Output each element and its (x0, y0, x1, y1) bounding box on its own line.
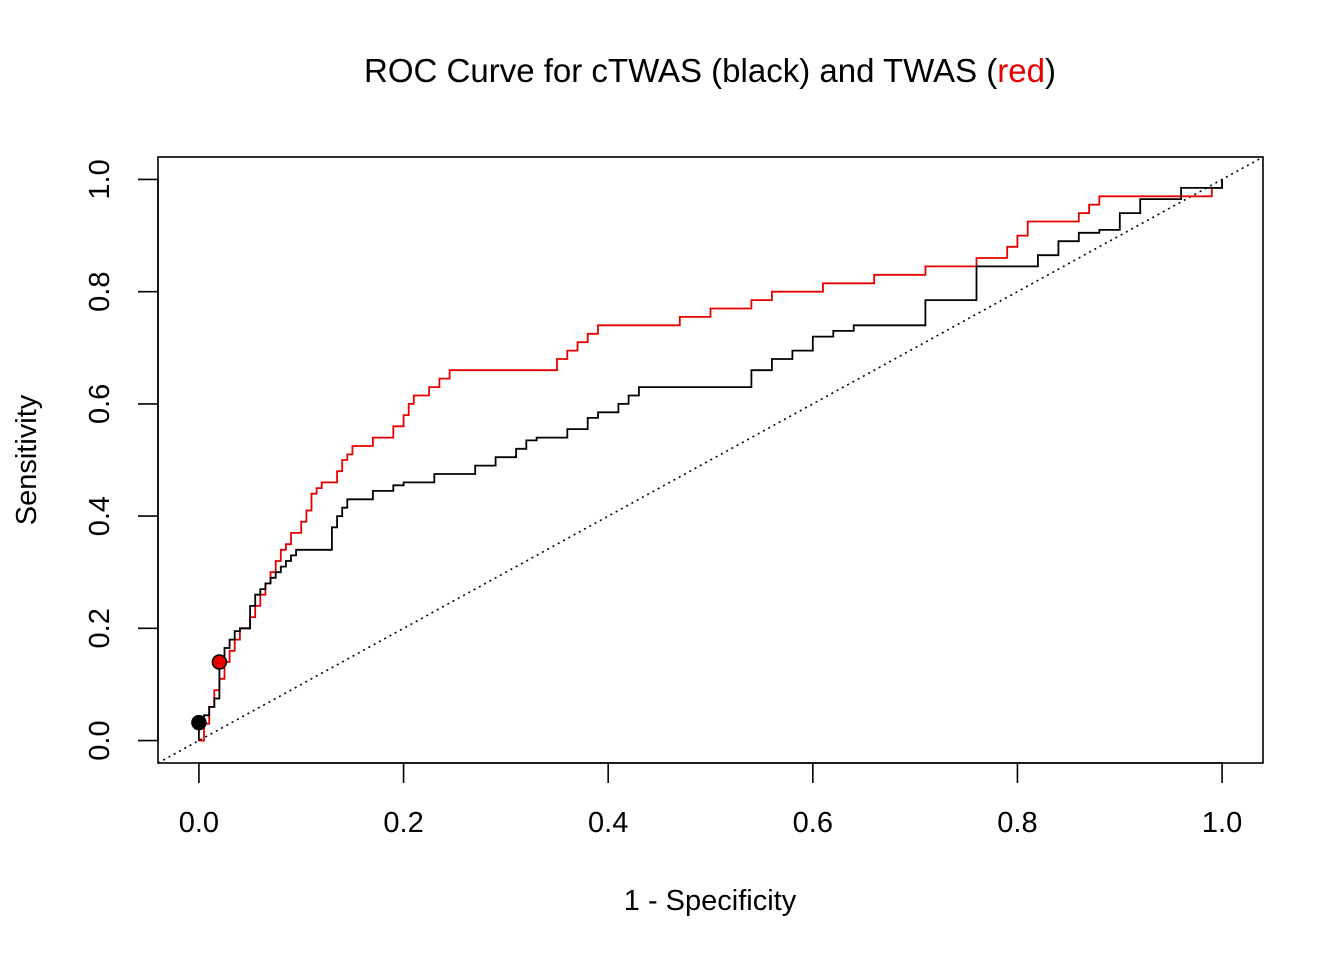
x-tick-label: 0.2 (383, 807, 423, 839)
y-tick-label: 1.0 (84, 159, 116, 199)
y-axis-label: Sensitivity (11, 394, 43, 525)
reference-diagonal (157, 156, 1264, 764)
y-tick-label: 0.2 (84, 608, 116, 648)
series-line-twas (198, 179, 1223, 742)
y-axis: 0.0 0.2 0.4 0.6 0.8 1.0 (84, 159, 159, 761)
series-line-ctwas (198, 179, 1223, 741)
y-tick-label: 0.0 (84, 720, 116, 760)
chart-title-highlight: red (997, 52, 1045, 89)
x-tick-label: 0.6 (793, 807, 833, 839)
x-tick-label: 0.4 (588, 807, 628, 839)
chart-title: ROC Curve for cTWAS (black) and TWAS (re… (0, 52, 1344, 90)
x-tick-label: 0.8 (997, 807, 1037, 839)
chart-title-prefix: ROC Curve for cTWAS (black) and TWAS ( (364, 52, 998, 89)
marker-ctwas (191, 714, 207, 731)
reference-line-layer (157, 156, 1264, 764)
marker-twas (211, 654, 228, 670)
y-tick-label: 0.8 (84, 272, 116, 312)
x-axis: 0.0 0.2 0.4 0.6 0.8 1.0 (179, 762, 1242, 839)
marker-layer (191, 654, 228, 731)
chart-title-suffix: ) (1044, 52, 1056, 89)
y-tick-label: 0.6 (84, 384, 116, 424)
series-layer (198, 179, 1223, 742)
x-axis-label: 1 - Specificity (624, 885, 797, 917)
y-tick-label: 0.4 (84, 496, 116, 536)
x-tick-label: 1.0 (1202, 807, 1242, 839)
x-tick-label: 0.0 (179, 807, 219, 839)
